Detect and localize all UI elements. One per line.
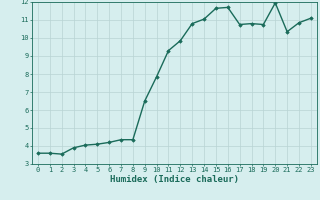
X-axis label: Humidex (Indice chaleur): Humidex (Indice chaleur): [110, 175, 239, 184]
